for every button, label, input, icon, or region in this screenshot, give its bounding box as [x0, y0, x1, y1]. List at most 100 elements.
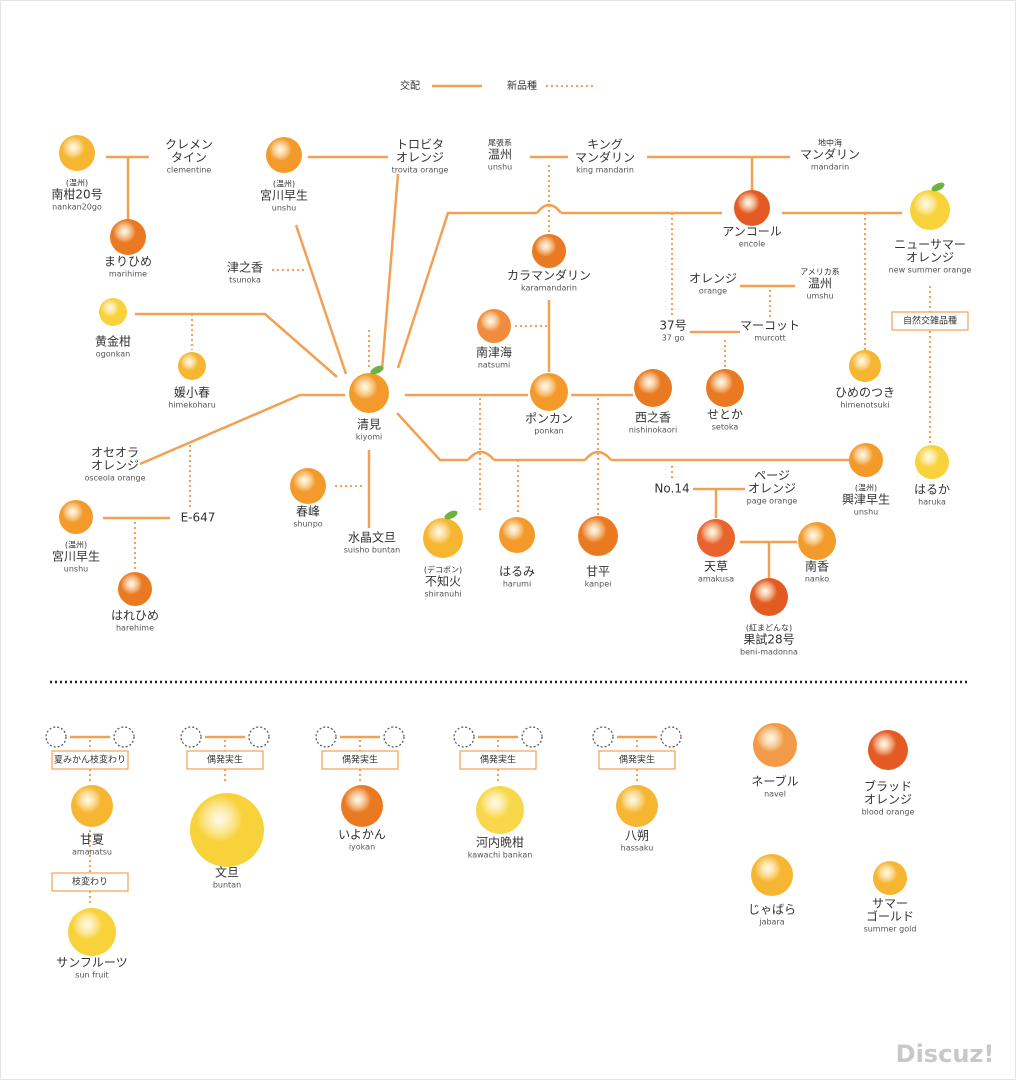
cross-line	[396, 211, 537, 369]
node-name: ブラッド	[864, 779, 912, 794]
parent-unknown	[45, 726, 67, 748]
node-roman: unshu	[64, 565, 88, 574]
node-name: マンダリン	[800, 147, 860, 162]
node-roman: encole	[739, 240, 766, 249]
tag: 偶発実生	[480, 754, 516, 766]
node-roman: shunpo	[293, 520, 322, 529]
node-name: サンフルーツ	[56, 956, 127, 970]
fruit	[190, 793, 264, 867]
node-name: オレンジ	[689, 272, 737, 286]
node-name: 甘平	[586, 565, 610, 579]
node-prefix: 尾張系	[488, 138, 512, 148]
node-name: 黄金柑	[95, 334, 131, 349]
fruit	[349, 373, 389, 413]
node-name: オレンジ	[748, 482, 796, 496]
node-prefix: (温州)	[273, 180, 295, 189]
node-name: マンダリン	[575, 150, 635, 165]
node-name: ネーブル	[751, 774, 798, 789]
node-roman: shiranuhi	[424, 590, 461, 599]
fruit	[634, 369, 672, 407]
fruit	[341, 785, 383, 827]
node-name: トロビタ	[396, 138, 444, 152]
node-roman: amanatsu	[72, 848, 112, 857]
node-prefix: (温州)	[66, 179, 88, 188]
fruit	[99, 298, 127, 326]
parent-unknown	[113, 726, 135, 748]
node-prefix: (温州)	[855, 484, 877, 493]
node-name: オレンジ	[91, 459, 139, 473]
node-name: サマー	[872, 897, 908, 911]
node-name: オレンジ	[396, 151, 444, 165]
node-roman: unshu	[488, 163, 512, 172]
node-name: はるみ	[499, 565, 535, 579]
node-roman: orange	[699, 287, 727, 296]
fruit	[71, 785, 113, 827]
node-roman: nanko	[805, 575, 829, 584]
parent-unknown	[315, 726, 337, 748]
cross-line	[135, 312, 338, 378]
node-roman: harumi	[503, 580, 531, 589]
node-name: 南香	[805, 559, 829, 574]
node-roman: haruka	[918, 498, 946, 507]
fruit	[178, 352, 206, 380]
fruit	[118, 572, 152, 606]
leaf	[370, 365, 384, 375]
node-name: じゃばら	[748, 903, 796, 917]
node-name: はるか	[914, 483, 950, 497]
node-roman: hassaku	[621, 844, 654, 853]
fruit	[734, 190, 770, 226]
parent-unknown	[521, 726, 543, 748]
node-roman: page orange	[747, 497, 798, 506]
node-name: 興津早生	[842, 493, 890, 507]
node-name: 文旦	[215, 865, 239, 880]
fruit	[753, 723, 797, 767]
node-prefix: (デコポン)	[424, 565, 462, 575]
parent-unknown	[660, 726, 682, 748]
fruit	[706, 369, 744, 407]
node-roman: navel	[764, 790, 786, 799]
node-name: オレンジ	[906, 251, 954, 265]
node-roman: osceola orange	[84, 474, 145, 483]
node-name: カラマンダリン	[507, 268, 591, 283]
node-roman: ogonkan	[96, 350, 130, 359]
node-roman: iyokan	[349, 843, 375, 852]
node-name: 不知火	[425, 575, 461, 589]
node-roman: summer gold	[864, 925, 917, 934]
node-roman: setoka	[712, 423, 739, 432]
node-name: 河内晩柑	[476, 835, 524, 850]
parent-unknown	[248, 726, 270, 748]
node-name: タイン	[171, 151, 207, 165]
parent-unknown	[180, 726, 202, 748]
node-roman: marihime	[109, 270, 147, 279]
fruit	[798, 522, 836, 560]
node-roman: unshu	[272, 204, 296, 213]
tag: 偶発実生	[619, 754, 655, 766]
leaf	[931, 182, 945, 192]
node-roman: umshu	[806, 292, 833, 301]
fruit	[750, 578, 788, 616]
node-name: 津之香	[227, 261, 263, 275]
node-roman: harehime	[116, 624, 154, 633]
node-roman: trovita orange	[392, 166, 449, 175]
node-roman: blood orange	[862, 808, 915, 817]
node-name: No.14	[654, 482, 689, 496]
node-name: マーコット	[740, 319, 800, 333]
node-name: 温州	[808, 277, 832, 291]
fruit	[68, 908, 116, 956]
fruit	[868, 730, 908, 770]
node-roman: new summer orange	[889, 266, 972, 275]
fruit	[530, 373, 568, 411]
node-prefix: (温州)	[65, 541, 87, 550]
node-name: 南柑20号	[51, 187, 102, 202]
node-roman: clementine	[167, 166, 212, 175]
node-name: 温州	[488, 148, 512, 162]
parent-unknown	[592, 726, 614, 748]
fruit	[616, 785, 658, 827]
node-roman: amakusa	[698, 575, 734, 584]
node-roman: 37 go	[662, 334, 685, 343]
fruit	[915, 445, 949, 479]
node-name: 宮川早生	[52, 549, 100, 564]
node-roman: tsunoka	[229, 276, 261, 285]
fruit	[751, 854, 793, 896]
